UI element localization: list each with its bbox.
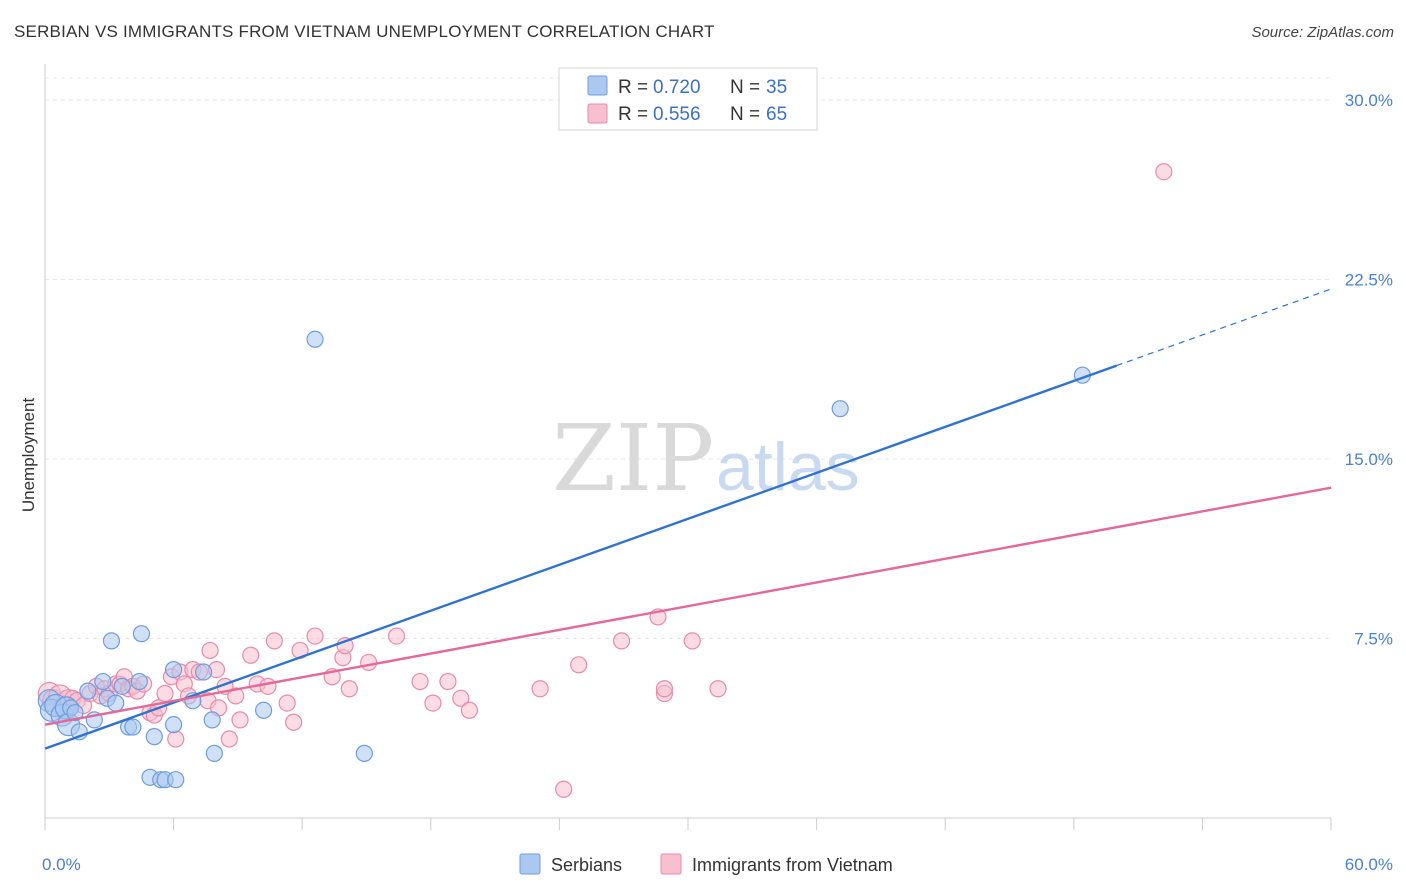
serbian-point-31: [255, 701, 273, 719]
y-tick-label-2: 22.5%: [1345, 270, 1393, 289]
serbian-point-26: [167, 771, 185, 789]
legend-n-label-vietnam: N =: [730, 104, 760, 125]
serbian-point-25: [165, 716, 183, 734]
chart-title: SERBIAN VS IMMIGRANTS FROM VIETNAM UNEMP…: [14, 22, 715, 41]
bottom-legend-label-vietnam: Immigrants from Vietnam: [692, 855, 893, 875]
serbian-point-32: [306, 330, 324, 348]
bottom-legend-swatch-serbians: [519, 853, 541, 875]
legend-r-label-serbians: R =: [618, 77, 648, 98]
serbian-point-24: [165, 660, 183, 679]
serbian-point-33: [355, 744, 373, 762]
vietnam-point-44: [285, 713, 303, 731]
vietnam-point-67: [1155, 163, 1173, 181]
vietnam-trend-line: [44, 486, 1332, 726]
vietnam-point-61: [612, 632, 631, 650]
vietnam-point-37: [227, 687, 245, 705]
vietnam-point-66: [709, 680, 727, 698]
watermark-atlas: atlas: [716, 429, 860, 505]
x-tick-max: 60.0%: [1345, 855, 1393, 874]
y-tick-label-1: 15.0%: [1345, 450, 1393, 469]
legend-r-value-vietnam: 0.556: [653, 104, 701, 125]
legend-r-value-serbians: 0.720: [653, 77, 701, 98]
vietnam-point-42: [265, 632, 283, 650]
vietnam-point-36: [220, 730, 238, 748]
legend-r-label-vietnam: R =: [618, 104, 648, 125]
legend-swatch-vietnam: [587, 103, 608, 124]
vietnam-point-41: [259, 677, 277, 695]
vietnam-point-46: [306, 627, 324, 645]
vietnam-point-43: [278, 694, 296, 712]
serbians-trend-extension: [1116, 288, 1332, 367]
bottom-legend-label-serbians: Serbians: [551, 855, 622, 875]
vietnam-point-60: [570, 656, 588, 674]
y-tick-label-3: 30.0%: [1345, 91, 1393, 110]
vietnam-point-53: [411, 672, 429, 691]
serbian-point-18: [130, 672, 148, 691]
serbian-point-14: [107, 694, 125, 712]
vietnam-point-54: [424, 694, 442, 712]
serbian-point-29: [203, 711, 221, 729]
serbian-point-13: [102, 632, 121, 650]
serbian-point-15: [113, 677, 131, 695]
legend-swatch-serbians: [587, 75, 608, 96]
serbians-points: [37, 330, 1091, 789]
vietnam-point-57: [460, 701, 478, 719]
x-tick-labels: 0.0% 60.0%: [42, 855, 1393, 874]
x-tick-min: 0.0%: [42, 855, 81, 874]
watermark: ZIP atlas: [552, 405, 860, 512]
watermark-zip: ZIP: [552, 405, 714, 512]
serbian-point-17: [124, 718, 142, 736]
bottom-legend-swatch-vietnam: [660, 853, 682, 875]
bottom-legend: Serbians Immigrants from Vietnam: [519, 853, 893, 875]
legend-n-value-vietnam: 65: [766, 104, 787, 125]
y-axis-label: Unemployment: [19, 398, 38, 513]
serbian-point-30: [205, 744, 223, 762]
vietnam-point-65: [683, 632, 701, 650]
serbian-point-7: [66, 704, 84, 722]
vietnam-point-59: [555, 780, 573, 798]
vietnam-point-25: [167, 730, 185, 748]
y-tick-label-0: 7.5%: [1354, 629, 1393, 648]
trend-lines: [44, 288, 1332, 750]
vietnam-point-56: [452, 689, 470, 707]
serbians-trend-line: [44, 364, 1118, 750]
serbian-point-21: [145, 728, 163, 746]
vietnam-point-51: [360, 653, 378, 672]
vietnam-point-32: [201, 641, 219, 660]
vietnam-point-23: [156, 684, 174, 703]
vietnam-point-52: [387, 627, 406, 645]
serbian-point-34: [831, 400, 849, 418]
vietnam-point-50: [340, 680, 358, 698]
serbian-point-9: [79, 682, 97, 700]
source-credit: Source: ZipAtlas.com: [1251, 24, 1394, 41]
serbian-point-11: [94, 672, 112, 691]
top-legend: R = 0.720 N = 35 R = 0.556 N = 65: [558, 67, 818, 131]
serbian-point-28: [195, 663, 213, 681]
y-tick-labels: 7.5% 15.0% 22.5% 30.0%: [1345, 91, 1393, 649]
serbian-point-19: [132, 625, 151, 643]
legend-n-label-serbians: N =: [730, 77, 760, 98]
vietnam-point-64: [655, 680, 674, 698]
vietnam-point-58: [531, 680, 549, 698]
vietnam-point-39: [242, 646, 260, 664]
vietnam-point-55: [439, 672, 457, 691]
vietnam-point-38: [231, 711, 249, 729]
legend-n-value-serbians: 35: [766, 77, 787, 98]
